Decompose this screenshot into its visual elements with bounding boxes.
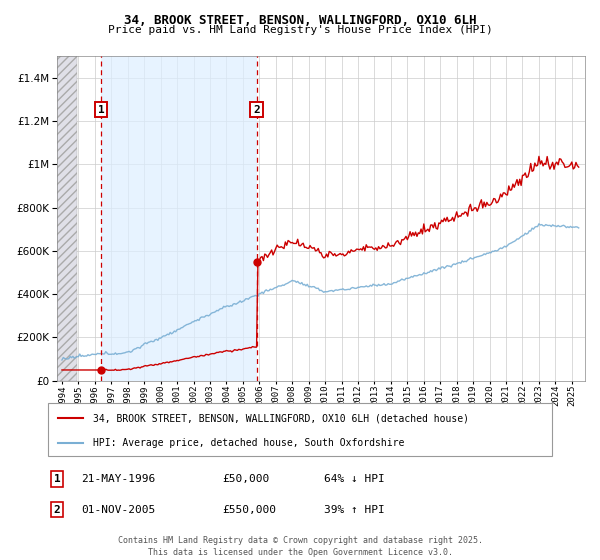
Text: 34, BROOK STREET, BENSON, WALLINGFORD, OX10 6LH: 34, BROOK STREET, BENSON, WALLINGFORD, O… xyxy=(124,14,476,27)
Text: 1: 1 xyxy=(98,105,104,115)
Text: Contains HM Land Registry data © Crown copyright and database right 2025.
This d: Contains HM Land Registry data © Crown c… xyxy=(118,536,482,557)
Text: 39% ↑ HPI: 39% ↑ HPI xyxy=(324,505,385,515)
Bar xyxy=(57,56,77,381)
Text: 2: 2 xyxy=(53,505,61,515)
Text: £50,000: £50,000 xyxy=(222,474,269,484)
Text: 64% ↓ HPI: 64% ↓ HPI xyxy=(324,474,385,484)
Text: 34, BROOK STREET, BENSON, WALLINGFORD, OX10 6LH (detached house): 34, BROOK STREET, BENSON, WALLINGFORD, O… xyxy=(94,413,469,423)
Text: £550,000: £550,000 xyxy=(222,505,276,515)
Text: HPI: Average price, detached house, South Oxfordshire: HPI: Average price, detached house, Sout… xyxy=(94,438,405,448)
Text: Price paid vs. HM Land Registry's House Price Index (HPI): Price paid vs. HM Land Registry's House … xyxy=(107,25,493,35)
Text: 1: 1 xyxy=(53,474,61,484)
Text: 2: 2 xyxy=(253,105,260,115)
Text: 01-NOV-2005: 01-NOV-2005 xyxy=(81,505,155,515)
FancyBboxPatch shape xyxy=(48,403,552,456)
Bar xyxy=(101,56,257,381)
Text: 21-MAY-1996: 21-MAY-1996 xyxy=(81,474,155,484)
